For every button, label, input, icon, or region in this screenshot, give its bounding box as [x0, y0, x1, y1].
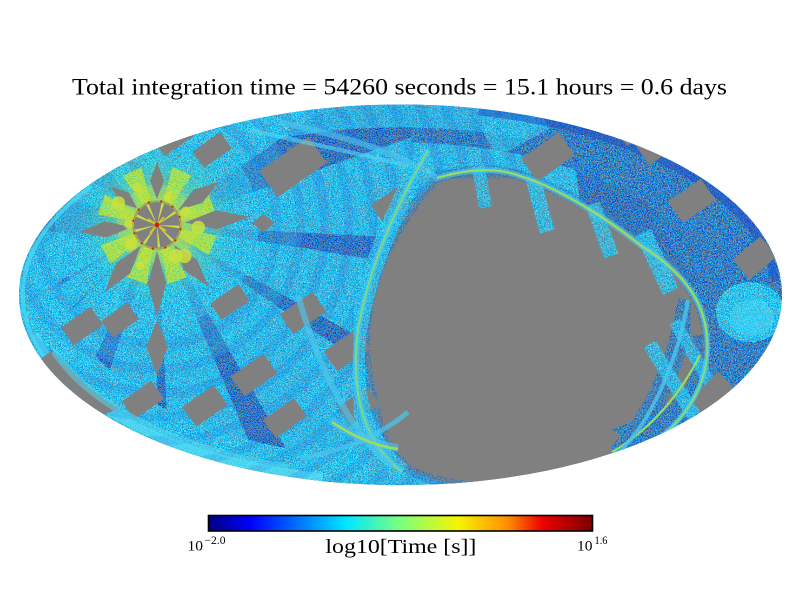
svg-text:Total integration time = 54260: Total integration time = 54260 seconds =…	[72, 74, 727, 99]
svg-text:−2.0: −2.0	[205, 535, 226, 547]
svg-text:log10[Time [s]]: log10[Time [s]]	[325, 537, 476, 558]
svg-text:1.6: 1.6	[595, 535, 608, 547]
svg-text:10: 10	[577, 539, 593, 555]
svg-text:10: 10	[188, 539, 204, 555]
